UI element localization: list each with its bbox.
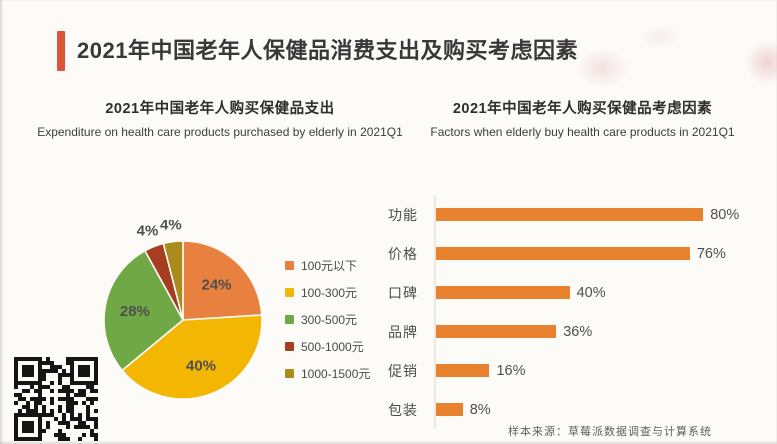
bar-fill — [436, 286, 570, 299]
pie-value-label: 28% — [120, 303, 150, 320]
pie-slice — [162, 240, 184, 321]
pie-legend: 100元以下 100-300元 300-500元 500-1000元 1000-1500… — [285, 252, 370, 387]
title-accent-bar — [57, 31, 65, 71]
bar-value-label: 40% — [576, 284, 606, 301]
photo-edge-artifact — [0, 0, 4, 444]
bar-track: 8% — [434, 390, 770, 429]
page-title: 2021年中国老年人保健品消费支出及购买考虑因素 — [77, 38, 578, 63]
pie-value-label: 24% — [201, 276, 231, 293]
bar-category-label: 品牌 — [388, 323, 418, 340]
legend-label: 300-500元 — [301, 313, 358, 327]
pie-value-label: 4% — [137, 222, 159, 239]
bar-value-label: 16% — [496, 362, 526, 379]
legend-label: 500-1000元 — [301, 340, 364, 354]
pie-value-label: 4% — [160, 220, 182, 233]
page-title-bar: 2021年中国老年人保健品消费支出及购买考虑因素 — [57, 31, 578, 71]
photo-smudge — [575, 48, 630, 88]
bar-track: 36% — [434, 312, 770, 351]
pie-value-label: 40% — [186, 358, 216, 375]
bar-fill — [436, 247, 690, 260]
legend-label: 100-300元 — [301, 286, 358, 300]
bar-fill — [436, 208, 704, 221]
expenditure-section-header: 2021年中国老年人购买保健品支出 Expenditure on health … — [25, 97, 415, 139]
photo-smudge — [745, 40, 777, 85]
pie-slice — [182, 240, 263, 321]
bar-category-label: 功能 — [388, 206, 418, 223]
factors-title-en: Factors when elderly buy health care pro… — [430, 125, 735, 139]
bar-row: 价格 76% — [388, 234, 770, 273]
expenditure-title-en: Expenditure on health care products purc… — [37, 125, 403, 139]
legend-label: 100元以下 — [301, 259, 358, 273]
bar-row: 促销 16% — [388, 351, 770, 390]
bar-category-label: 包装 — [388, 401, 418, 418]
legend-item: 500-1000元 — [285, 333, 370, 360]
pie-slice — [103, 249, 185, 372]
legend-item: 1000-1500元 — [285, 360, 370, 387]
legend-item: 100元以下 — [285, 252, 370, 279]
bar-fill — [436, 403, 463, 416]
pie-chart: 24% 40% 28% 4% 4% — [103, 220, 263, 400]
pie-slice — [121, 314, 263, 400]
bar-row: 品牌 36% — [388, 312, 770, 351]
qr-code — [14, 357, 98, 441]
bar-track: 80% — [434, 195, 770, 234]
bar-value-label: 76% — [696, 245, 726, 262]
bar-category-label: 口碑 — [388, 284, 418, 301]
bar-row: 功能 80% — [388, 195, 770, 234]
bar-track: 16% — [434, 351, 770, 390]
bar-value-label: 80% — [710, 206, 740, 223]
bar-row: 包装 8% — [388, 390, 770, 429]
source-note: 样本来源：草莓派数据调查与计算系统 — [508, 426, 712, 438]
bar-fill — [436, 325, 557, 338]
bar-category-label: 价格 — [388, 245, 418, 262]
photo-edge-artifact — [0, 440, 777, 444]
legend-marker — [285, 315, 294, 324]
bar-category-label: 促销 — [388, 362, 418, 379]
bar-track: 76% — [434, 234, 770, 273]
legend-marker — [285, 342, 294, 351]
legend-item: 100-300元 — [285, 279, 370, 306]
legend-marker — [285, 261, 294, 270]
factors-title-cn: 2021年中国老年人购买保健品考虑因素 — [452, 101, 713, 117]
legend-marker — [285, 369, 294, 378]
bar-value-label: 36% — [563, 323, 593, 340]
legend-item: 300-500元 — [285, 306, 370, 333]
bar-value-label: 8% — [469, 401, 491, 418]
expenditure-title-cn: 2021年中国老年人购买保健品支出 — [105, 101, 335, 117]
bar-chart: 功能 80% 价格 76% 口碑 40% 品牌 36% 促销 16% 包装 8% — [388, 195, 770, 429]
legend-label: 1000-1500元 — [301, 367, 371, 381]
bar-fill — [436, 364, 490, 377]
factors-section-header: 2021年中国老年人购买保健品考虑因素 Factors when elderly… — [400, 97, 765, 139]
bar-track: 40% — [434, 273, 770, 312]
legend-marker — [285, 288, 294, 297]
photo-smudge — [640, 25, 680, 50]
bar-row: 口碑 40% — [388, 273, 770, 312]
